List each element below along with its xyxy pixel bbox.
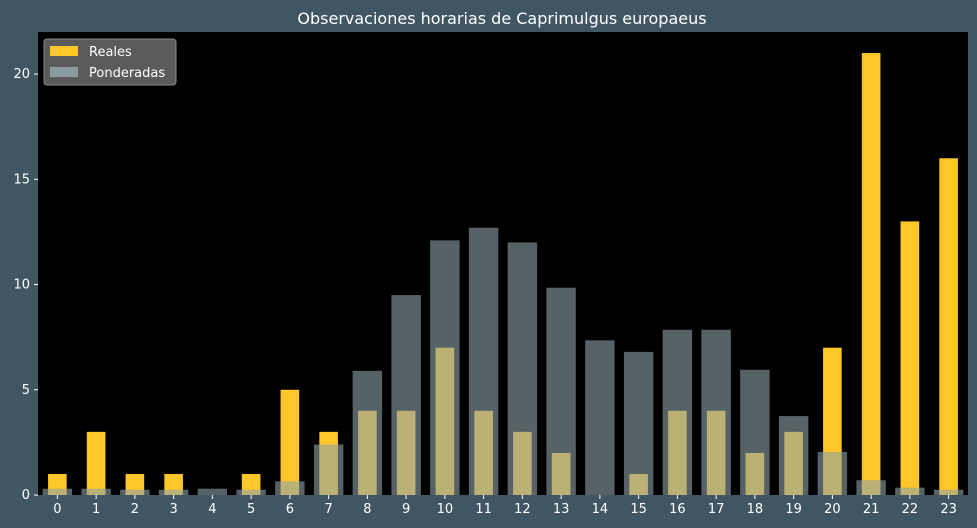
bar-reales-1 bbox=[86, 431, 106, 495]
bar-ponderadas-0 bbox=[42, 488, 73, 495]
x-tick-label-9: 9 bbox=[402, 502, 410, 517]
bar-ponderadas-23 bbox=[933, 489, 964, 495]
bar-reales-23 bbox=[939, 158, 958, 496]
bar-ponderadas-12 bbox=[507, 242, 538, 495]
y-tick-label-20: 20 bbox=[13, 67, 30, 82]
legend-label-reales: Reales bbox=[89, 45, 132, 60]
x-tick-label-14: 14 bbox=[592, 502, 609, 517]
x-tick-label-1: 1 bbox=[92, 502, 100, 517]
legend-swatch-reales bbox=[50, 46, 78, 56]
legend-swatch-ponderadas bbox=[50, 67, 78, 77]
bar-reales-22 bbox=[900, 221, 920, 495]
x-tick-label-3: 3 bbox=[169, 502, 177, 517]
x-tick-label-21: 21 bbox=[863, 502, 880, 517]
x-tick-label-16: 16 bbox=[669, 502, 686, 517]
x-tick-label-18: 18 bbox=[747, 502, 764, 517]
x-tick-label-10: 10 bbox=[437, 502, 454, 517]
bar-reales-6 bbox=[280, 389, 300, 495]
bar-ponderadas-4 bbox=[197, 488, 228, 495]
x-tick-label-17: 17 bbox=[708, 502, 725, 517]
bar-ponderadas-10 bbox=[430, 240, 460, 495]
bar-ponderadas-20 bbox=[817, 451, 848, 495]
bar-ponderadas-13 bbox=[546, 287, 576, 495]
x-tick-label-19: 19 bbox=[785, 502, 802, 517]
y-tick-label-10: 10 bbox=[13, 278, 30, 293]
legend: Reales Ponderadas bbox=[43, 38, 177, 86]
x-axis: 0 1 2 3 4 5 6 7 8 9 10 11 12 13 14 15 16 17 18 19 20 21 22 23 bbox=[53, 495, 957, 517]
x-tick-label-13: 13 bbox=[553, 502, 570, 517]
bar-ponderadas-6 bbox=[275, 481, 305, 495]
x-tick-label-5: 5 bbox=[247, 502, 255, 517]
y-tick-label-0: 0 bbox=[22, 488, 30, 503]
y-axis: 0 5 10 15 20 bbox=[13, 67, 38, 503]
x-tick-label-15: 15 bbox=[630, 502, 647, 517]
bar-ponderadas-3 bbox=[158, 489, 189, 495]
bar-ponderadas-1 bbox=[81, 488, 111, 495]
bar-ponderadas-11 bbox=[468, 227, 499, 496]
x-tick-label-23: 23 bbox=[940, 502, 957, 517]
plot-area bbox=[38, 32, 968, 495]
x-tick-label-22: 22 bbox=[902, 502, 919, 517]
bar-ponderadas-2 bbox=[120, 489, 150, 495]
chart-title: Observaciones horarias de Caprimulgus eu… bbox=[297, 9, 706, 28]
bar-ponderadas-15 bbox=[623, 351, 654, 495]
bar-ponderadas-22 bbox=[895, 487, 925, 495]
x-tick-label-20: 20 bbox=[824, 502, 841, 517]
x-tick-label-2: 2 bbox=[131, 502, 139, 517]
bar-ponderadas-5 bbox=[236, 489, 266, 495]
series-ponderadas bbox=[42, 227, 964, 496]
y-tick-label-5: 5 bbox=[22, 383, 30, 398]
y-tick-label-15: 15 bbox=[13, 172, 30, 187]
bar-ponderadas-21 bbox=[856, 480, 886, 495]
bar-ponderadas-16 bbox=[662, 329, 693, 495]
bar-ponderadas-14 bbox=[585, 340, 615, 495]
bar-ponderadas-18 bbox=[740, 369, 770, 495]
x-tick-label-6: 6 bbox=[286, 502, 294, 517]
bar-ponderadas-8 bbox=[352, 370, 383, 495]
bar-ponderadas-17 bbox=[701, 329, 731, 495]
x-tick-label-4: 4 bbox=[208, 502, 216, 517]
legend-label-ponderadas: Ponderadas bbox=[89, 66, 165, 81]
x-tick-label-11: 11 bbox=[475, 502, 492, 517]
x-tick-label-0: 0 bbox=[53, 502, 61, 517]
bar-ponderadas-9 bbox=[391, 295, 421, 495]
x-tick-label-12: 12 bbox=[514, 502, 531, 517]
x-tick-label-8: 8 bbox=[363, 502, 371, 517]
bar-ponderadas-7 bbox=[313, 444, 344, 495]
bar-reales-21 bbox=[861, 53, 881, 495]
bar-ponderadas-19 bbox=[778, 416, 809, 495]
x-tick-label-7: 7 bbox=[324, 502, 332, 517]
